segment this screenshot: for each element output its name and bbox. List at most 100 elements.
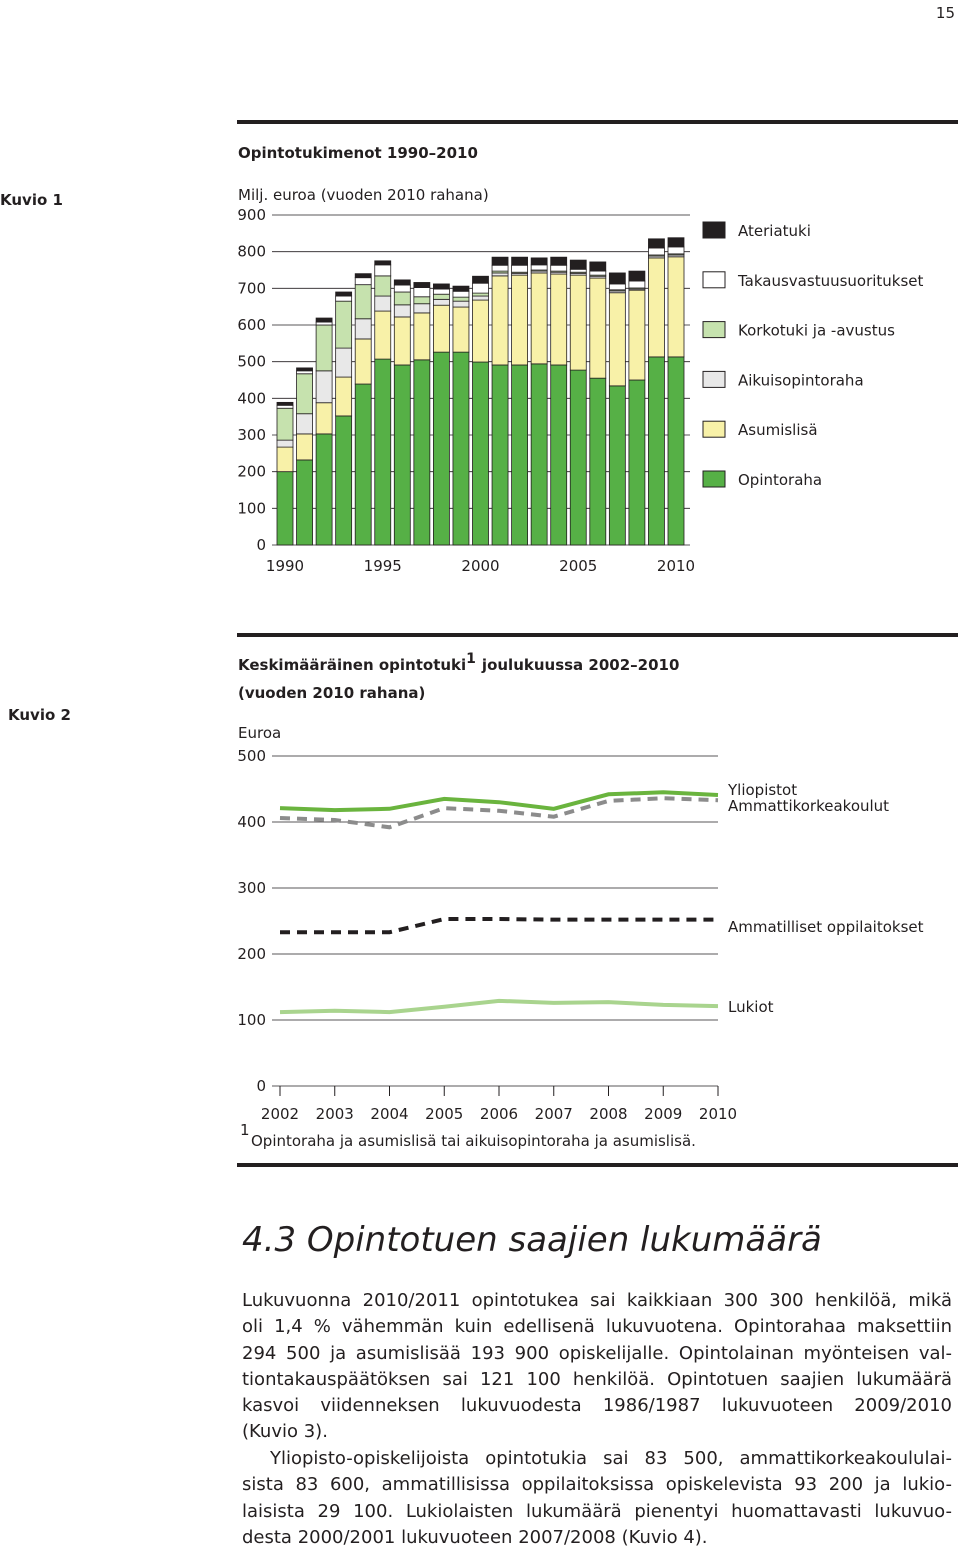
- bar-segment: [315, 433, 333, 546]
- bar-segment: [315, 317, 333, 323]
- bar-segment: [276, 404, 294, 409]
- bar-segment: [589, 270, 607, 276]
- legend-swatch: [702, 420, 726, 438]
- series-line: [279, 796, 719, 830]
- x-tick-label: 2009: [644, 1105, 682, 1123]
- bar-segment: [432, 283, 450, 290]
- legend-swatch: [702, 271, 726, 289]
- bar-segment: [354, 284, 372, 320]
- bar-segment: [628, 270, 646, 282]
- bar-segment: [667, 256, 685, 358]
- y-tick-label: 500: [237, 747, 266, 765]
- bar-segment: [608, 385, 626, 546]
- bar-segment: [296, 413, 313, 435]
- bar-segment: [413, 312, 431, 361]
- footnote: Opintoraha ja asumislisä tai aikuisopint…: [251, 1132, 696, 1150]
- legend-label: Ateriatuki: [738, 222, 811, 240]
- figure-label: Kuvio 1: [0, 191, 63, 209]
- bar-segment: [569, 369, 587, 546]
- bar-segment: [335, 347, 353, 378]
- legend-swatch: [702, 470, 726, 488]
- bar-segment: [667, 237, 685, 248]
- bar-segment: [315, 370, 333, 404]
- text-line: laisista 29 100. Lukiolaisten lukumäärä …: [242, 1500, 952, 1522]
- y-tick-label: 0: [256, 536, 266, 554]
- bar-segment: [393, 284, 411, 293]
- separator: [237, 1163, 958, 1167]
- bar-segment: [589, 261, 607, 272]
- bar-segment: [589, 277, 607, 379]
- x-tick-label: 2007: [535, 1105, 573, 1123]
- bar-segment: [296, 367, 313, 372]
- bar-segment: [491, 272, 509, 277]
- bar-segment: [452, 290, 470, 298]
- x-tick-label: 2010: [657, 557, 695, 575]
- bar-segment: [335, 376, 353, 417]
- series-label: Ammatilliset oppilaitokset: [728, 918, 924, 936]
- legend-label: Opintoraha: [738, 471, 822, 489]
- series-label: Yliopistot: [727, 781, 797, 799]
- paragraph: Yliopisto-opiskelijoista opintotukia sai…: [242, 1446, 952, 1551]
- title-rest: joulukuussa 2002–2010: [481, 656, 679, 674]
- x-tick-label: 2004: [370, 1105, 408, 1123]
- paragraph: Lukuvuonna 2010/2011 opintotukea sai kai…: [242, 1288, 952, 1446]
- bar-segment: [335, 300, 353, 349]
- bar-segment: [296, 433, 313, 461]
- bar-segment: [648, 257, 665, 358]
- legend-label: Takausvastuusuoritukset: [737, 272, 924, 290]
- bar-segment: [491, 364, 509, 546]
- bar-segment: [413, 296, 431, 305]
- bar-segment: [374, 260, 392, 266]
- y-tick-label: 300: [237, 426, 266, 444]
- bar-segment: [569, 274, 587, 371]
- bar-segment: [276, 439, 294, 448]
- bar-segment: [315, 321, 333, 326]
- bar-segment: [432, 304, 450, 353]
- legend-swatch: [702, 321, 726, 339]
- bar-segment: [472, 275, 489, 284]
- bar-segment: [413, 359, 431, 546]
- y-tick-label: 400: [237, 813, 266, 831]
- series-label: Ammattikorkeakoulut: [728, 797, 889, 815]
- text-line: kasvoi viidenneksen lukuvuodesta 1986/19…: [242, 1395, 952, 1417]
- y-tick-label: 0: [256, 1077, 266, 1095]
- footnote-mark: 1: [240, 1121, 250, 1139]
- text-line: oli 1,4 % vähemmän kuin edellisenä lukuv…: [242, 1316, 952, 1338]
- bar-segment: [472, 295, 489, 301]
- bar-segment: [452, 306, 470, 353]
- bar-segment: [276, 401, 294, 406]
- bar-segment: [335, 415, 353, 546]
- bar-segment: [393, 364, 411, 546]
- x-tick-label: 1990: [266, 557, 304, 575]
- bar-segment: [648, 247, 665, 256]
- bar-segment: [452, 296, 470, 302]
- separator: [237, 633, 958, 637]
- bar-segment: [530, 264, 548, 271]
- separator: [237, 120, 958, 124]
- bar-segment: [276, 471, 294, 546]
- y-tick-label: 200: [237, 945, 266, 963]
- bar-segment: [315, 402, 333, 435]
- bar-segment: [276, 407, 294, 441]
- bar-segment: [354, 277, 372, 286]
- bar-segment: [530, 257, 548, 266]
- x-tick-label: 2010: [699, 1105, 737, 1123]
- bar-segment: [452, 285, 470, 292]
- bar-segment: [530, 272, 548, 365]
- bar-segment: [628, 289, 646, 381]
- bar-segment: [667, 246, 685, 255]
- text-line: Lukuvuonna 2010/2011 opintotukea sai kai…: [242, 1290, 952, 1311]
- bar-segment: [413, 303, 431, 314]
- text-line: 294 500 ja asumislisää 193 900 opiskelij…: [242, 1342, 952, 1364]
- x-tick-label: 2005: [559, 557, 597, 575]
- bar-segment: [550, 264, 568, 272]
- bar-segment: [393, 291, 411, 306]
- bar-segment: [413, 282, 431, 289]
- bar-segment: [648, 356, 665, 546]
- text-line: Yliopisto-opiskelijoista opintotukia sai…: [270, 1448, 952, 1469]
- bar-segment: [393, 316, 411, 366]
- y-tick-label: 800: [237, 243, 266, 261]
- bar-segment: [550, 364, 568, 546]
- text-line: (Kuvio 3).: [242, 1421, 328, 1443]
- x-tick-label: 2002: [261, 1105, 299, 1123]
